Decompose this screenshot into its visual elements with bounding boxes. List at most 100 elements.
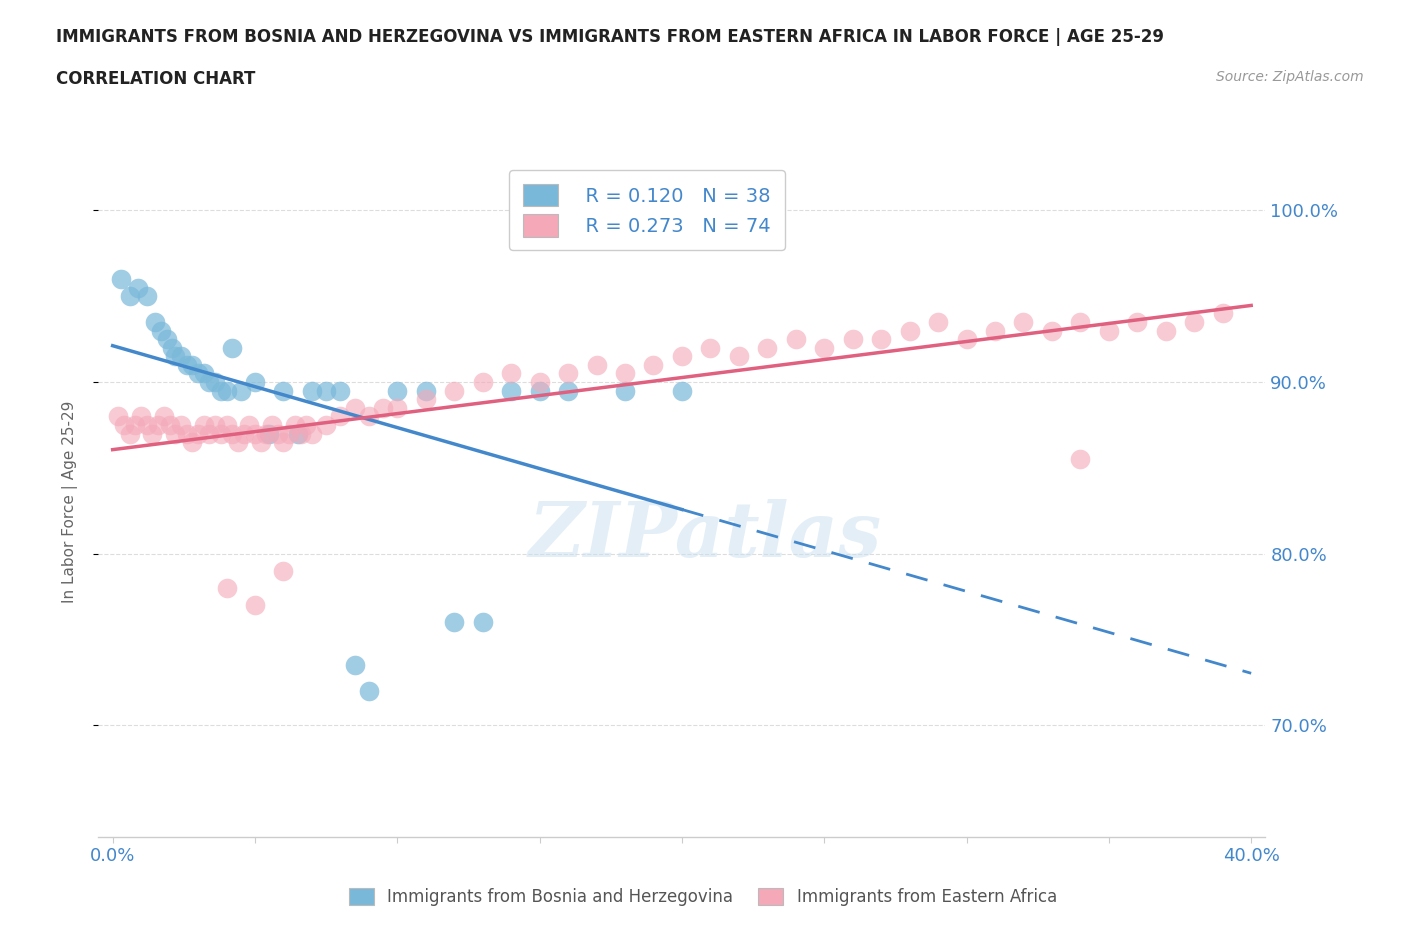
Point bbox=[204, 375, 226, 390]
Point bbox=[215, 580, 238, 595]
Point bbox=[870, 332, 893, 347]
Point bbox=[614, 366, 637, 381]
Point bbox=[585, 357, 607, 372]
Point bbox=[209, 426, 232, 441]
Point bbox=[170, 349, 193, 364]
Point bbox=[176, 357, 198, 372]
Point bbox=[229, 383, 252, 398]
Point bbox=[841, 332, 863, 347]
Point bbox=[643, 357, 665, 372]
Point bbox=[329, 409, 352, 424]
Point bbox=[187, 426, 209, 441]
Point bbox=[1182, 314, 1205, 329]
Point bbox=[301, 426, 323, 441]
Point bbox=[153, 409, 176, 424]
Point bbox=[315, 383, 337, 398]
Point bbox=[287, 426, 309, 441]
Point bbox=[343, 400, 366, 415]
Point bbox=[984, 323, 1007, 338]
Point bbox=[176, 426, 198, 441]
Point bbox=[301, 383, 323, 398]
Point bbox=[1212, 306, 1234, 321]
Point bbox=[443, 615, 465, 630]
Point bbox=[1012, 314, 1035, 329]
Point bbox=[221, 426, 243, 441]
Point bbox=[254, 426, 277, 441]
Point bbox=[1154, 323, 1177, 338]
Point bbox=[898, 323, 921, 338]
Point bbox=[699, 340, 721, 355]
Point bbox=[221, 340, 243, 355]
Point bbox=[273, 434, 295, 449]
Point bbox=[813, 340, 835, 355]
Point bbox=[243, 598, 266, 613]
Point bbox=[529, 375, 551, 390]
Point bbox=[162, 340, 184, 355]
Point bbox=[1069, 452, 1091, 467]
Point bbox=[198, 426, 221, 441]
Point bbox=[187, 366, 209, 381]
Point bbox=[148, 418, 170, 432]
Point bbox=[290, 426, 312, 441]
Legend: Immigrants from Bosnia and Herzegovina, Immigrants from Eastern Africa: Immigrants from Bosnia and Herzegovina, … bbox=[343, 881, 1063, 912]
Point bbox=[557, 366, 579, 381]
Text: ZIPatlas: ZIPatlas bbox=[529, 498, 882, 573]
Point bbox=[387, 400, 409, 415]
Point bbox=[443, 383, 465, 398]
Point bbox=[343, 658, 366, 672]
Point bbox=[118, 288, 141, 303]
Point bbox=[529, 383, 551, 398]
Point bbox=[215, 418, 238, 432]
Point bbox=[471, 375, 494, 390]
Point bbox=[150, 323, 173, 338]
Point bbox=[170, 418, 193, 432]
Point bbox=[209, 383, 232, 398]
Point bbox=[357, 684, 380, 698]
Point bbox=[415, 392, 437, 406]
Text: IMMIGRANTS FROM BOSNIA AND HERZEGOVINA VS IMMIGRANTS FROM EASTERN AFRICA IN LABO: IMMIGRANTS FROM BOSNIA AND HERZEGOVINA V… bbox=[56, 28, 1164, 46]
Point bbox=[141, 426, 163, 441]
Point bbox=[1040, 323, 1063, 338]
Point bbox=[143, 314, 166, 329]
Point bbox=[129, 409, 152, 424]
Point bbox=[415, 383, 437, 398]
Point bbox=[110, 272, 132, 286]
Point bbox=[118, 426, 141, 441]
Point bbox=[124, 418, 146, 432]
Point bbox=[371, 400, 394, 415]
Point bbox=[927, 314, 949, 329]
Point bbox=[267, 426, 290, 441]
Point bbox=[135, 288, 157, 303]
Point bbox=[471, 615, 494, 630]
Point bbox=[295, 418, 318, 432]
Point bbox=[165, 426, 187, 441]
Point bbox=[198, 375, 221, 390]
Point bbox=[501, 383, 523, 398]
Point bbox=[165, 349, 187, 364]
Point bbox=[387, 383, 409, 398]
Point bbox=[273, 383, 295, 398]
Point bbox=[215, 383, 238, 398]
Point bbox=[159, 418, 181, 432]
Point bbox=[181, 357, 204, 372]
Point bbox=[278, 426, 301, 441]
Legend:   R = 0.120   N = 38,   R = 0.273   N = 74: R = 0.120 N = 38, R = 0.273 N = 74 bbox=[509, 170, 785, 250]
Point bbox=[243, 375, 266, 390]
Point bbox=[785, 332, 807, 347]
Point bbox=[249, 434, 271, 449]
Point bbox=[671, 383, 693, 398]
Text: CORRELATION CHART: CORRELATION CHART bbox=[56, 70, 256, 87]
Point bbox=[357, 409, 380, 424]
Point bbox=[1098, 323, 1121, 338]
Point bbox=[135, 418, 157, 432]
Point bbox=[315, 418, 337, 432]
Point bbox=[273, 564, 295, 578]
Point bbox=[127, 280, 149, 295]
Point bbox=[226, 434, 249, 449]
Point bbox=[1126, 314, 1149, 329]
Point bbox=[243, 426, 266, 441]
Point bbox=[614, 383, 637, 398]
Point bbox=[727, 349, 749, 364]
Point bbox=[257, 426, 280, 441]
Point bbox=[204, 418, 226, 432]
